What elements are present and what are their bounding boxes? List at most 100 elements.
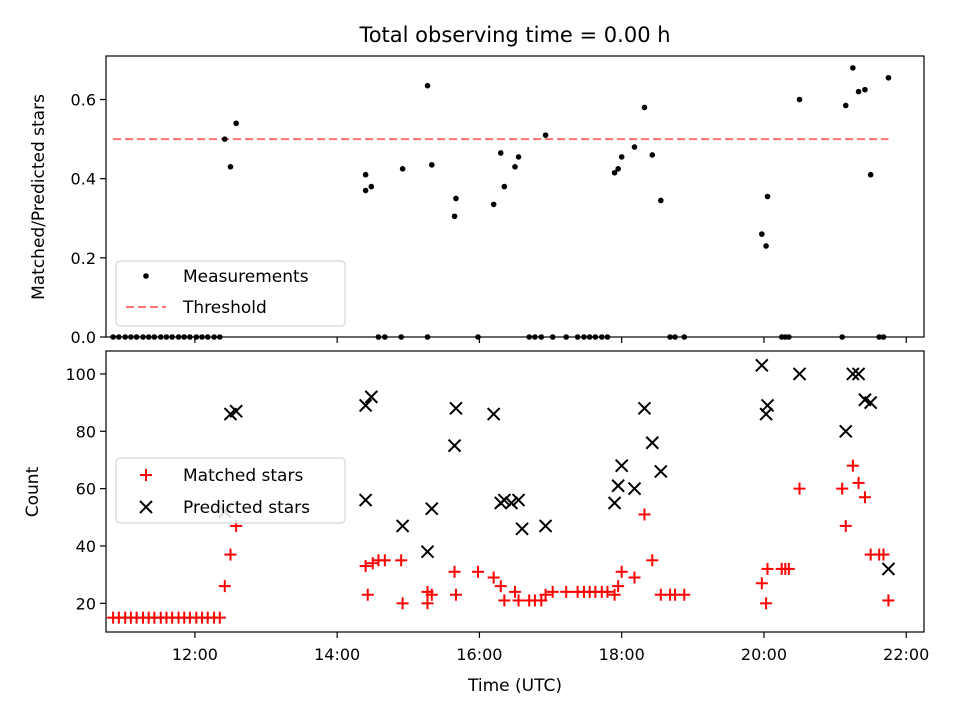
measurement-point <box>497 150 504 156</box>
measurement-point <box>542 132 549 138</box>
matched-stars-point <box>839 519 852 532</box>
predicted-stars-point <box>425 501 439 516</box>
predicted-stars-point <box>515 522 529 536</box>
matched-stars-point <box>608 588 621 601</box>
measurement-point <box>233 120 239 127</box>
predicted-stars-point <box>839 424 853 438</box>
predicted-stars-point <box>511 493 526 507</box>
matched-stars-point <box>361 588 374 601</box>
count-plot-frame <box>105 350 925 633</box>
matched-stars-point <box>494 580 507 593</box>
predicted-stars-point <box>607 496 622 510</box>
matched-stars-point <box>615 565 628 578</box>
matched-stars-point <box>546 585 559 598</box>
count-y-tick-label: 20 <box>76 594 96 613</box>
matched-stars-point <box>449 588 462 601</box>
matched-stars-point <box>560 585 573 598</box>
matched-stars-point <box>793 482 806 495</box>
predicted-stars-point <box>755 358 769 373</box>
count-y-tick-label: 100 <box>65 365 96 384</box>
legend-measurements-marker <box>143 273 149 279</box>
measurement-point <box>501 183 508 190</box>
measurement-point <box>764 193 771 200</box>
measurement-point <box>855 88 862 95</box>
measurement-point <box>658 197 664 204</box>
x-tick-label: 12:00 <box>172 645 218 664</box>
measurement-point <box>515 154 522 160</box>
matched-stars-point <box>378 554 391 567</box>
count-legend-box <box>115 457 346 524</box>
matched-stars-point <box>678 588 691 601</box>
matched-stars-point <box>612 580 625 593</box>
measurement-point <box>763 243 769 249</box>
matched-stars-point <box>448 565 461 578</box>
legend-matched-label: Matched stars <box>183 466 303 486</box>
ratio-y-tick-label: 0.2 <box>71 249 96 268</box>
ratio-legend-box <box>115 260 346 327</box>
measurement-point <box>649 152 656 158</box>
matched-stars-point <box>224 548 237 561</box>
chart-title: Total observing time = 0.00 h <box>358 23 670 47</box>
measurement-point <box>631 144 638 150</box>
measurement-point <box>227 164 234 170</box>
x-axis-label: Time (UTC) <box>467 676 562 696</box>
matched-stars-point <box>782 562 795 575</box>
measurement-point <box>362 171 369 178</box>
x-tick-label: 14:00 <box>314 645 360 664</box>
predicted-stars-point <box>611 479 625 493</box>
predicted-stars-point <box>851 367 866 381</box>
x-tick-label: 16:00 <box>456 645 502 664</box>
count-panel: 20 40 60 80 100 12:00 14:00 16:00 18:00 20:00 22:… <box>23 350 929 664</box>
legend-predicted-label: Predicted stars <box>183 498 310 518</box>
measurement-point <box>362 187 369 194</box>
predicted-stars-point <box>504 496 519 510</box>
matched-stars-point <box>425 588 438 601</box>
measurement-point <box>867 171 874 178</box>
matched-stars-point <box>755 577 768 590</box>
measurement-point <box>862 86 868 93</box>
ratio-y-tick-label: 0.4 <box>71 170 96 189</box>
matched-stars-point <box>539 588 552 601</box>
measurement-point <box>641 104 648 111</box>
predicted-stars-point <box>792 367 807 381</box>
measurement-point <box>885 74 892 81</box>
matched-stars-point <box>601 585 614 598</box>
count-y-axis-label: Count <box>23 466 43 517</box>
predicted-stars-point <box>364 390 379 404</box>
matched-stars-point <box>218 580 231 593</box>
ratio-y-axis-label: Matched/Predicted stars <box>29 94 49 300</box>
predicted-stars-point <box>497 493 512 507</box>
predicted-stars-point <box>447 438 462 453</box>
predicted-stars-point <box>846 367 860 381</box>
predicted-stars-point <box>420 545 435 559</box>
measurement-point <box>618 154 625 160</box>
predicted-stars-point <box>863 395 878 410</box>
matched-stars-point <box>366 557 379 570</box>
matched-stars-point <box>359 560 372 573</box>
measurement-point <box>796 96 803 103</box>
measurement-point <box>759 231 765 237</box>
predicted-stars-point <box>614 458 629 473</box>
ratio-y-tick-label: 0.0 <box>71 328 96 347</box>
matched-stars-point <box>761 562 774 575</box>
matched-stars-point <box>638 508 651 521</box>
measurement-point <box>428 162 435 168</box>
predicted-stars-point <box>449 401 463 416</box>
predicted-stars-point <box>645 436 659 450</box>
predicted-stars-point <box>627 481 642 496</box>
predicted-stars-point <box>538 519 553 533</box>
matched-stars-point <box>858 491 871 504</box>
matched-stars-point <box>512 594 525 607</box>
count-legend: Matched stars Predicted stars <box>115 457 346 524</box>
matched-stars-point <box>760 597 773 610</box>
measurement-point <box>615 165 621 172</box>
measurement-point <box>424 82 431 89</box>
legend-measurements-label: Measurements <box>183 267 309 287</box>
x-tick-label: 18:00 <box>599 645 645 664</box>
matched-stars-point <box>852 476 865 489</box>
ratio-y-tick-label: 0.6 <box>71 91 96 110</box>
measurement-point <box>221 136 228 142</box>
matched-stars-point <box>396 597 409 610</box>
legend-predicted-marker <box>139 500 153 514</box>
